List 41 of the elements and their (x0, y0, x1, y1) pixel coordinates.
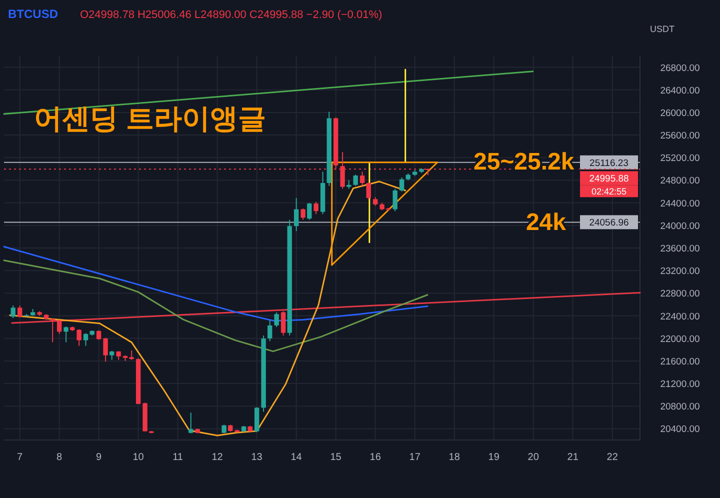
x-tick-label: 14 (290, 452, 302, 463)
annotation: 어센딩 트라이앵글 (34, 103, 266, 134)
x-tick-label: 7 (17, 452, 24, 463)
x-tick-label: 17 (409, 452, 421, 463)
x-tick-label: 21 (567, 452, 579, 463)
x-tick-label: 19 (488, 452, 500, 463)
y-tick-label: 23600.00 (660, 244, 700, 254)
y-tick-label: 26400.00 (660, 85, 700, 96)
y-tick-label: 26000.00 (660, 108, 700, 119)
x-tick-label: 9 (96, 452, 102, 463)
y-tick-label: 25200.00 (660, 153, 700, 164)
x-tick-label: 15 (330, 452, 342, 463)
chart-title: BTCUSD (8, 7, 58, 21)
x-tick-label: 18 (448, 452, 460, 463)
y-tick-label: 23200.00 (660, 266, 700, 278)
y-tick-label: 20800.00 (660, 402, 700, 413)
x-tick-label: 12 (212, 452, 224, 463)
ref-line-label: 24995.88 (589, 174, 629, 185)
x-tick-label: 16 (370, 452, 382, 463)
y-tick-label: 24400.00 (660, 198, 700, 210)
y-tick-label: 24800.00 (660, 176, 700, 187)
y-tick-label: 22000.00 (660, 334, 700, 345)
y-tick-label: 20400.00 (660, 424, 700, 436)
x-tick-label: 13 (251, 452, 263, 463)
x-tick-label: 22 (606, 452, 618, 463)
y-tick-label: 22800.00 (660, 288, 700, 300)
chart-subtitle: O24998.78 H25006.46 L24890.00 C24995.88 −2.90 (−0.01%) (80, 9, 382, 21)
y-axis-title: USDT (650, 24, 675, 34)
x-tick-label: 10 (132, 452, 144, 463)
ref-line-label: 25116.23 (590, 158, 628, 169)
y-tick-label: 24000.00 (660, 220, 700, 232)
y-tick-label: 21600.00 (660, 356, 700, 368)
ref-line-label: 24056.96 (589, 218, 629, 229)
x-tick-label: 20 (528, 452, 540, 463)
y-tick-label: 26800.00 (660, 62, 700, 74)
x-tick-label: 11 (172, 452, 184, 463)
y-tick-label: 25600.00 (660, 130, 700, 142)
y-tick-label: 21200.00 (660, 379, 700, 390)
x-tick-label: 8 (56, 452, 63, 463)
y-tick-label: 22400.00 (660, 311, 700, 322)
annotation: 02:42:55 (591, 186, 627, 197)
